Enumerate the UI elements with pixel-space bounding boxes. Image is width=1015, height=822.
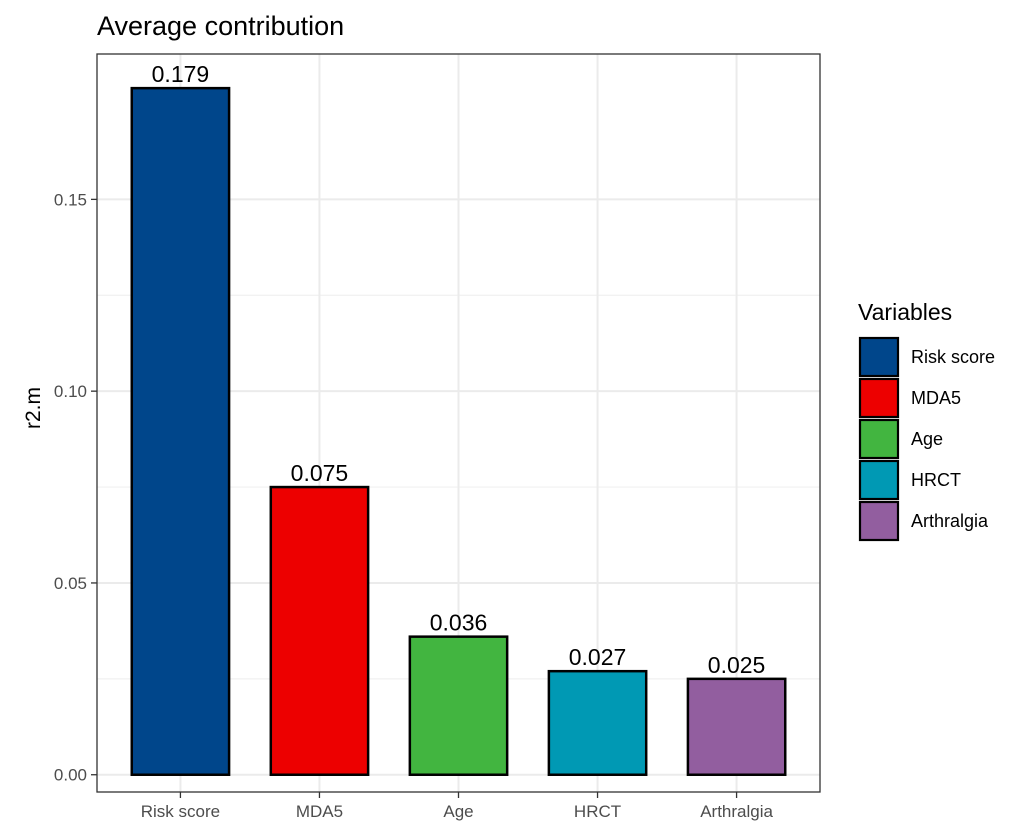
legend-title: Variables [858,299,952,325]
data-label: 0.036 [430,610,488,636]
legend-key-arthralgia [858,500,900,542]
bar-hrct [547,669,648,776]
y-axis: 0.00 0.05 0.10 0.15 [54,190,97,785]
data-labels: 0.179 0.075 0.036 0.027 0.025 [152,61,766,678]
data-label: 0.075 [291,460,349,486]
legend-label: Arthralgia [911,511,989,531]
data-label: 0.027 [569,644,627,670]
legend: Variables Risk score MDA5 Age HRCT Arthralgi… [858,299,995,542]
x-tick-label: Age [443,802,473,821]
y-tick-label: 0.15 [54,190,87,209]
x-tick-label: HRCT [574,802,621,821]
y-tick-label: 0.10 [54,382,87,401]
chart-title: Average contribution [97,11,344,41]
legend-key-hrct [858,459,900,501]
legend-key-age [858,418,900,460]
bar-mda5 [269,485,370,776]
data-label: 0.025 [708,652,766,678]
bar-risk-score [130,86,231,776]
y-axis-title: r2.m [22,387,45,429]
y-tick-label: 0.00 [54,766,87,785]
x-tick-label: Arthralgia [700,802,773,821]
y-tick-label: 0.05 [54,574,87,593]
bar-age [408,635,509,776]
x-tick-label: MDA5 [296,802,343,821]
x-tick-label: Risk score [141,802,220,821]
legend-label: MDA5 [911,388,961,408]
legend-label: Age [911,429,943,449]
bars [130,86,787,776]
legend-label: Risk score [911,347,995,367]
legend-label: HRCT [911,470,961,490]
legend-key-risk-score [858,336,900,378]
bar-arthralgia [686,677,787,776]
data-label: 0.179 [152,61,210,87]
legend-key-mda5 [858,377,900,419]
x-axis: Risk score MDA5 Age HRCT Arthralgia [141,792,773,821]
